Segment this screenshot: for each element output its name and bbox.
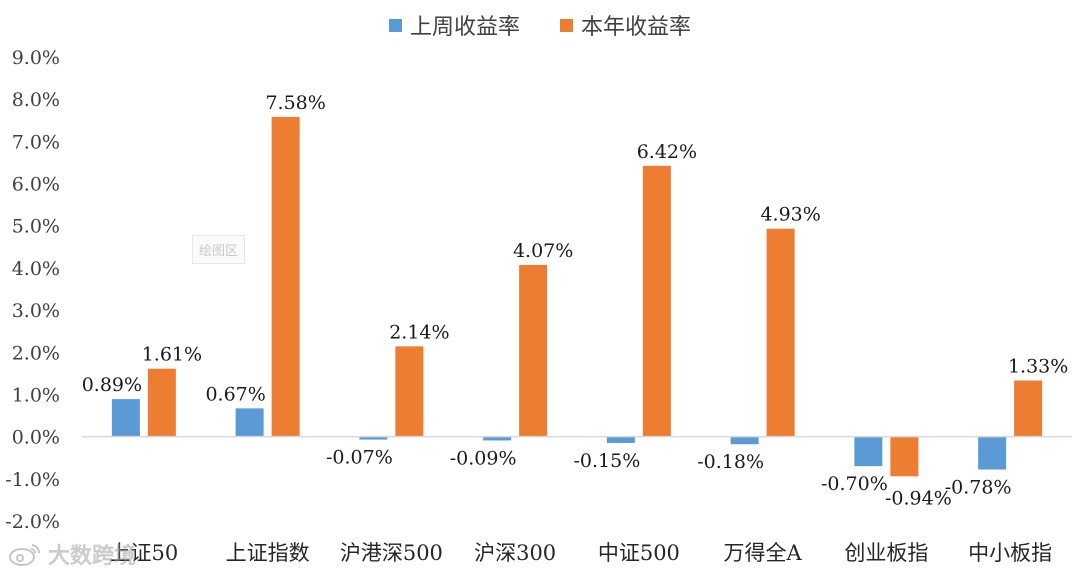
data-label: 4.93% (760, 204, 820, 226)
x-category-label: 沪深300 (474, 541, 556, 565)
y-tick-label: 5.0% (12, 216, 60, 238)
x-category-label: 创业板指 (844, 541, 928, 565)
x-category-label: 万得全A (724, 541, 803, 565)
bar-ytd-return (890, 436, 919, 477)
bar-weekly-return (483, 436, 512, 441)
legend-swatch-ytd (560, 18, 573, 32)
bar-ytd-return (147, 368, 176, 437)
weibo-logo-icon (9, 544, 41, 566)
data-label: 7.58% (265, 92, 325, 114)
x-category-label: 上证指数 (226, 541, 310, 565)
y-tick-label: 6.0% (12, 174, 60, 196)
bar-weekly-return (359, 436, 388, 440)
legend-label-ytd: 本年收益率 (581, 15, 692, 40)
data-label: -0.78% (945, 477, 1012, 499)
y-tick-label: 7.0% (12, 131, 60, 153)
bar-ytd-return (271, 116, 300, 437)
bar-weekly-return (854, 436, 883, 467)
y-tick-label: 8.0% (12, 89, 60, 111)
bar-ytd-return (395, 346, 424, 437)
x-category-label: 中证500 (598, 541, 680, 565)
data-label: -0.15% (573, 450, 640, 472)
bar-weekly-return (235, 408, 264, 437)
data-label: 4.07% (513, 240, 573, 262)
legend-item-weekly: 上周收益率 (388, 9, 520, 41)
y-tick-label: 1.0% (12, 384, 60, 406)
data-label: -0.18% (697, 451, 764, 473)
x-category-label: 沪港深500 (340, 541, 443, 565)
x-category-label: 上证50 (110, 541, 179, 565)
watermark-text: 大数跨境 (48, 544, 137, 569)
data-label: 0.67% (205, 383, 265, 405)
y-tick-label: 2.0% (12, 342, 60, 364)
data-label: 6.42% (637, 141, 697, 163)
y-tick-label: 0.0% (12, 427, 60, 449)
legend-item-ytd: 本年收益率 (560, 9, 691, 41)
bar-ytd-return (766, 228, 795, 437)
legend-swatch-weekly (388, 18, 402, 32)
bar-weekly-return (730, 436, 759, 445)
data-label: 1.33% (1008, 356, 1068, 378)
y-tick-label: 4.0% (12, 258, 60, 280)
data-label: -0.94% (885, 487, 952, 509)
data-label: -0.09% (450, 447, 517, 469)
data-label: -0.70% (821, 473, 888, 495)
y-tick-label: -2.0% (5, 511, 60, 533)
y-tick-label: -1.0% (5, 469, 60, 491)
data-label: 2.14% (389, 321, 449, 343)
data-label: -0.07% (326, 447, 393, 469)
bar-weekly-return (111, 399, 140, 437)
plot-area-tooltip: 绘图区 (192, 235, 246, 264)
bar-ytd-return (519, 264, 548, 437)
data-label: 1.61% (142, 344, 202, 366)
watermark: 大数跨境 (8, 538, 136, 570)
x-category-label: 中小板指 (968, 541, 1052, 565)
bar-weekly-return (978, 436, 1007, 470)
data-label: 0.89% (82, 374, 142, 396)
bar-ytd-return (1014, 380, 1043, 437)
bar-ytd-return (642, 165, 671, 437)
y-tick-label: 3.0% (12, 300, 60, 322)
legend-label-weekly: 上周收益率 (409, 15, 520, 40)
bar-weekly-return (606, 436, 635, 443)
y-tick-label: 9.0% (12, 47, 60, 69)
chart-legend: 上周收益率 本年收益率 (0, 8, 1080, 42)
